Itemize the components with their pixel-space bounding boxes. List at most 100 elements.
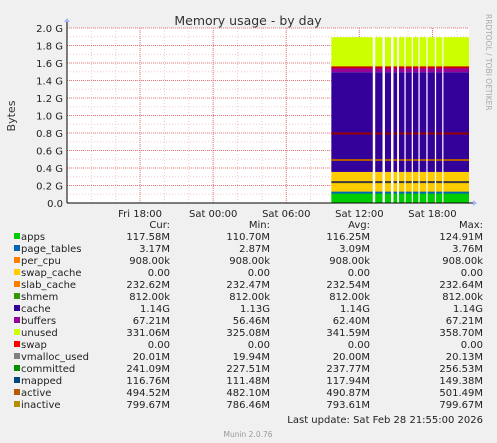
legend-value: 812.00k	[229, 292, 270, 303]
y-tick-label: 0.2 G	[36, 182, 63, 193]
y-tick-label: 1.2 G	[36, 94, 63, 105]
legend-value: 1.14G	[453, 304, 483, 315]
legend-name: swap_cache	[21, 268, 81, 279]
legend-swatch	[14, 269, 20, 275]
legend-value: 494.52M	[126, 388, 170, 399]
legend-value: 341.59M	[326, 328, 370, 339]
legend-value: 117.58M	[126, 232, 170, 243]
legend-value: 232.64M	[439, 280, 483, 291]
legend-value: 56.46M	[233, 316, 270, 327]
legend-value: 1.14G	[140, 304, 170, 315]
legend-value: 256.53M	[439, 364, 483, 375]
legend-name: shmem	[21, 292, 58, 303]
legend-value: 20.00M	[333, 352, 370, 363]
legend-value: 908.00k	[442, 256, 483, 267]
legend-swatch	[14, 353, 20, 359]
y-tick-label: 1.8 G	[36, 42, 63, 53]
data-gap	[391, 28, 394, 203]
legend-value: 0.00	[248, 340, 270, 351]
data-gap	[442, 28, 444, 203]
data-gap	[411, 28, 413, 203]
legend-name: per_cpu	[21, 256, 61, 267]
legend-value: 67.21M	[446, 316, 483, 327]
legend-swatch	[14, 365, 20, 371]
legend-value: 358.70M	[439, 328, 483, 339]
legend-swatch	[14, 317, 20, 323]
legend-value: 241.09M	[126, 364, 170, 375]
legend-swatch	[14, 341, 20, 347]
legend-value: 908.00k	[129, 256, 170, 267]
x-tick-label: Sat 12:00	[335, 209, 383, 220]
legend-header: Min:	[249, 220, 270, 231]
area-cache	[331, 72, 469, 172]
legend-value: 3.76M	[452, 244, 483, 255]
legend-value: 3.17M	[139, 244, 170, 255]
legend-swatch	[14, 245, 20, 251]
legend-value: 0.00	[148, 340, 170, 351]
legend-swatch	[14, 281, 20, 287]
legend-value: 799.67M	[439, 400, 483, 411]
legend-value: 110.70M	[226, 232, 270, 243]
legend-value: 227.51M	[226, 364, 270, 375]
data-gap	[382, 28, 385, 203]
legend-value: 232.47M	[226, 280, 270, 291]
data-gap	[372, 28, 376, 203]
legend-value: 501.49M	[439, 388, 483, 399]
legend-name: page_tables	[21, 244, 82, 255]
legend-name: committed	[21, 364, 75, 375]
legend-value: 20.13M	[446, 352, 483, 363]
legend-value: 0.00	[148, 268, 170, 279]
y-tick-label: 0.0	[47, 199, 63, 210]
x-axis-arrow	[473, 200, 477, 206]
legend-swatch	[14, 233, 20, 239]
legend-value: 19.94M	[233, 352, 270, 363]
area-apps	[331, 192, 469, 203]
y-tick-label: 2.0 G	[36, 24, 63, 35]
legend-name: slab_cache	[21, 280, 76, 291]
legend-value: 2.87M	[239, 244, 270, 255]
legend-swatch	[14, 305, 20, 311]
legend-value: 0.00	[348, 340, 370, 351]
legend-value: 117.94M	[326, 376, 370, 387]
legend-value: 62.40M	[333, 316, 370, 327]
legend-swatch	[14, 329, 20, 335]
legend-name: inactive	[21, 400, 61, 411]
y-tick-label: 1.4 G	[36, 77, 63, 88]
legend-name: apps	[21, 232, 45, 243]
legend-value: 0.00	[348, 268, 370, 279]
last-update-text: Last update: Sat Feb 28 21:55:00 2026	[287, 415, 483, 426]
legend-name: swap	[21, 340, 47, 351]
series-group	[331, 28, 469, 203]
x-tick-label: Sat 18:00	[408, 209, 456, 220]
legend-value: 331.06M	[126, 328, 170, 339]
area-unused	[331, 37, 469, 67]
legend-name: active	[21, 388, 51, 399]
y-tick-label: 0.6 G	[36, 147, 63, 158]
legend-value: 232.62M	[126, 280, 170, 291]
area-buffers	[331, 66, 469, 73]
x-tick-label: Sat 00:00	[189, 209, 237, 220]
legend-value: 490.87M	[326, 388, 370, 399]
y-tick-label: 1.6 G	[36, 59, 63, 70]
y-tick-label: 1.0 G	[36, 112, 63, 123]
y-tick-label: 0.4 G	[36, 164, 63, 175]
legend-header: Avg:	[348, 220, 370, 231]
legend-value: 786.46M	[226, 400, 270, 411]
legend-value: 124.91M	[439, 232, 483, 243]
rrdtool-watermark: RRDTOOL / TOBI OETIKER	[484, 14, 493, 111]
legend-value: 812.00k	[329, 292, 370, 303]
data-gap	[418, 28, 420, 203]
legend-swatch	[14, 293, 20, 299]
legend-value: 0.00	[461, 268, 483, 279]
legend-value: 111.48M	[226, 376, 270, 387]
y-tick-label: 0.8 G	[36, 129, 63, 140]
legend-value: 812.00k	[129, 292, 170, 303]
legend-value: 482.10M	[226, 388, 270, 399]
legend-value: 1.13G	[240, 304, 270, 315]
y-axis-arrow	[64, 18, 70, 22]
munin-footer: Munin 2.0.76	[223, 430, 272, 439]
legend-value: 149.38M	[439, 376, 483, 387]
legend-name: buffers	[21, 316, 56, 327]
legend-swatch	[14, 389, 20, 395]
